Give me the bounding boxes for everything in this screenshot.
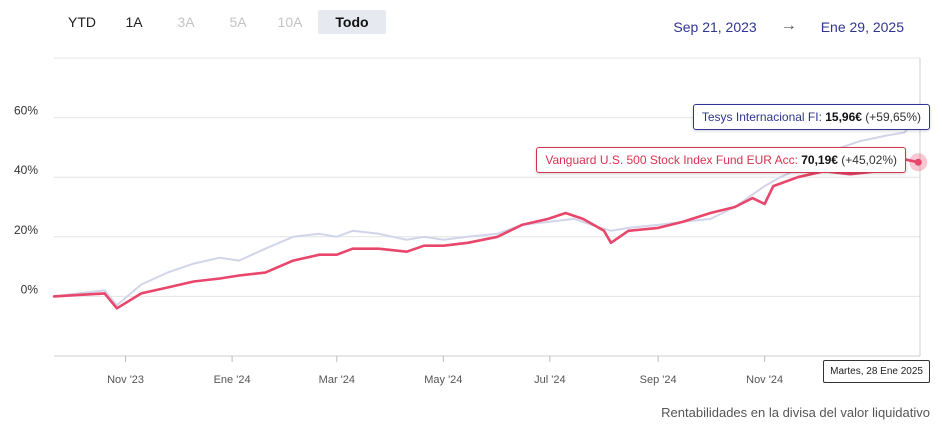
range-button-10a: 10A [277, 14, 303, 30]
tooltip-a-name: Tesys Internacional FI [701, 110, 819, 124]
y-axis: 0% 20% 40% 60% [14, 104, 38, 297]
y-tick-label: 40% [14, 163, 38, 177]
chart-series [52, 117, 920, 310]
x-tick-label: Sep '24 [640, 374, 677, 386]
tooltip-b-price: 70,19€ [801, 153, 838, 167]
range-button-5a: 5A [229, 14, 247, 30]
x-tick-label: Ene '24 [214, 374, 251, 386]
range-button-todo[interactable]: Todo [318, 10, 386, 34]
y-tick-label: 0% [21, 282, 39, 296]
marker-point-b [914, 158, 922, 166]
tooltip-a-price: 15,96€ [825, 110, 862, 124]
range-selector: YTD 1A 3A 5A 10A Todo [58, 10, 386, 34]
footnote: Rentabilidades en la divisa del valor li… [661, 405, 930, 420]
date-range-start[interactable]: Sep 21, 2023 [673, 19, 757, 35]
tooltip-b-name: Vanguard U.S. 500 Stock Index Fund EUR A… [545, 153, 795, 167]
tooltip-a-change: (+59,65%) [865, 110, 921, 124]
performance-chart[interactable]: 0% 20% 40% 60% Nov '23 Ene '24 Mar '24 May '24… [0, 0, 942, 400]
tooltip-date: Martes, 28 Ene 2025 [823, 360, 930, 383]
x-tick-label: May '24 [424, 374, 462, 386]
x-tick-label: Mar '24 [319, 374, 355, 386]
y-tick-label: 60% [14, 104, 38, 118]
x-tick-label: Nov '23 [107, 374, 144, 386]
arrow-right-icon: → [780, 17, 797, 34]
x-tick-label: Jul '24 [534, 374, 565, 386]
tooltip-series-a: Tesys Internacional FI: 15,96€ (+59,65%) [692, 104, 930, 130]
range-button-3a: 3A [177, 14, 195, 30]
tooltip-b-change: (+45,02%) [841, 153, 897, 167]
date-range-end[interactable]: Ene 29, 2025 [820, 19, 904, 35]
series-line-b [52, 158, 920, 310]
series-line-a [53, 117, 920, 307]
date-range: Sep 21, 2023 → Ene 29, 2025 [673, 17, 904, 35]
y-tick-label: 20% [14, 223, 38, 237]
x-axis: Nov '23 Ene '24 Mar '24 May '24 Jul '24 Sep '… [107, 356, 783, 386]
chart-grid [54, 57, 921, 357]
range-button-ytd[interactable]: YTD [68, 14, 96, 30]
x-tick-label: Nov '24 [746, 374, 783, 386]
tooltip-series-b: Vanguard U.S. 500 Stock Index Fund EUR A… [536, 147, 906, 173]
range-button-1a[interactable]: 1A [125, 14, 143, 30]
